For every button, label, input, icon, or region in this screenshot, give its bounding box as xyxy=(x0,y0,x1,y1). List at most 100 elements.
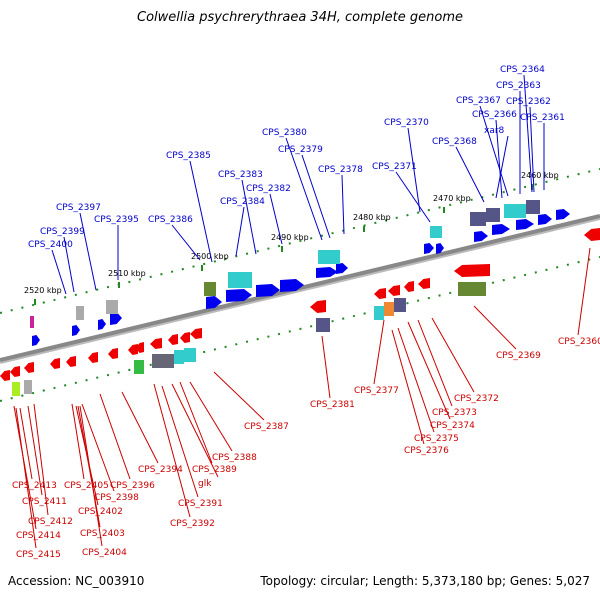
feature-box-olive xyxy=(204,282,216,296)
gene-label: CPS_2391 xyxy=(178,499,223,509)
kbp-label: 2490 kbp xyxy=(271,233,309,242)
feature-box-teal xyxy=(504,204,526,218)
feature-box-olive xyxy=(458,282,486,296)
gene-label: CPS_2375 xyxy=(414,434,459,444)
gene-label: CPS_2413 xyxy=(12,481,57,491)
feature-box-teal xyxy=(174,350,184,364)
gene-forward xyxy=(280,279,304,292)
gene-label: CPS_2396 xyxy=(110,481,155,491)
gene-reverse xyxy=(10,366,20,377)
feature-box-lime xyxy=(12,382,20,396)
gene-forward xyxy=(492,224,510,235)
gene-label: CPS_2379 xyxy=(278,145,323,155)
label-connector xyxy=(99,393,131,480)
gene-forward xyxy=(226,289,252,302)
label-connector xyxy=(523,74,533,193)
gene-label: CPS_2360 xyxy=(558,337,600,347)
gene-label: CPS_2402 xyxy=(78,507,123,517)
gene-reverse xyxy=(584,228,600,241)
gene-reverse xyxy=(128,344,138,355)
kbp-label: 2520 kbp xyxy=(24,286,62,295)
label-connector xyxy=(391,329,425,445)
label-connector xyxy=(19,407,33,480)
label-connector xyxy=(529,106,535,193)
gene-forward xyxy=(98,319,106,330)
label-connector xyxy=(161,385,199,498)
gene-forward xyxy=(110,312,122,325)
gene-reverse xyxy=(310,300,326,313)
label-connector xyxy=(33,403,49,516)
feature-box-grey xyxy=(24,380,32,394)
label-connector xyxy=(171,224,201,261)
gene-forward xyxy=(516,219,534,230)
gene-label: CPS_2404 xyxy=(82,548,127,558)
label-connector xyxy=(417,319,453,407)
gene-label: CPS_2380 xyxy=(262,128,307,138)
label-connector xyxy=(397,327,435,433)
feature-box-slate xyxy=(526,200,540,214)
gene-label: CPS_2370 xyxy=(384,118,429,128)
label-connector xyxy=(81,403,115,492)
gene-forward xyxy=(206,296,222,309)
label-connector xyxy=(495,119,503,199)
gene-reverse xyxy=(180,332,190,343)
gene-label: CPS_2387 xyxy=(244,422,289,432)
gene-forward xyxy=(436,243,444,254)
gene-forward xyxy=(336,263,348,274)
feature-box-teal xyxy=(318,250,340,264)
label-connector xyxy=(15,407,37,549)
gene-label: CPS_2399 xyxy=(40,227,85,237)
label-connector xyxy=(373,319,385,385)
gene-label: CPS_2386 xyxy=(148,215,193,225)
label-connector xyxy=(189,160,213,263)
label-connector xyxy=(51,249,67,295)
gene-label: CPS_2403 xyxy=(80,529,125,539)
gene-reverse xyxy=(388,285,400,296)
upper-scale-line xyxy=(0,168,600,314)
gene-reverse xyxy=(66,356,76,367)
gene-label: CPS_2369 xyxy=(496,351,541,361)
label-connector xyxy=(473,305,517,350)
gene-reverse xyxy=(88,352,98,363)
gene-forward xyxy=(256,284,280,297)
gene-label: CPS_2362 xyxy=(506,97,551,107)
label-connector xyxy=(431,317,475,393)
gene-label: CPS_2414 xyxy=(16,531,61,541)
label-connector xyxy=(171,383,219,478)
gene-label: CPS_2395 xyxy=(94,215,139,225)
label-connector xyxy=(407,321,451,420)
label-connector xyxy=(321,335,331,399)
gene-label: CPS_2381 xyxy=(310,400,355,410)
label-connector xyxy=(455,146,485,203)
label-connector xyxy=(235,206,245,257)
label-connector xyxy=(27,405,43,496)
kbp-label: 2510 kbp xyxy=(108,269,146,278)
gene-label: CPS_2415 xyxy=(16,550,61,560)
gene-label: CPS_2367 xyxy=(456,96,501,106)
gene-label: CPS_2392 xyxy=(170,519,215,529)
page-title: Colwellia psychrerythraea 34H, complete … xyxy=(137,10,463,25)
feature-box-teal xyxy=(228,272,252,288)
label-connector xyxy=(301,154,331,239)
gene-label: CPS_2384 xyxy=(220,197,265,207)
label-connector xyxy=(577,247,591,336)
gene-label: CPS_2373 xyxy=(432,408,477,418)
label-connector xyxy=(153,383,191,518)
label-connector xyxy=(407,127,421,213)
gene-label: CPS_2372 xyxy=(454,394,499,404)
feature-box-slate xyxy=(470,212,486,226)
kbp-label: 2460 kbp xyxy=(521,171,559,180)
gene-reverse xyxy=(404,281,414,292)
gene-label: CPS_2364 xyxy=(500,65,545,75)
gene-reverse xyxy=(168,334,178,345)
gene-label: CPS_2400 xyxy=(28,240,73,250)
gene-reverse xyxy=(190,328,202,339)
gene-reverse xyxy=(108,348,118,359)
gene-label: CPS_2376 xyxy=(404,446,449,456)
feature-box-slate xyxy=(486,208,500,222)
label-connector xyxy=(121,391,159,464)
gene-label: CPS_2368 xyxy=(432,137,477,147)
label-connector xyxy=(79,405,103,547)
gene-forward xyxy=(424,243,434,254)
label-connector xyxy=(285,137,323,241)
